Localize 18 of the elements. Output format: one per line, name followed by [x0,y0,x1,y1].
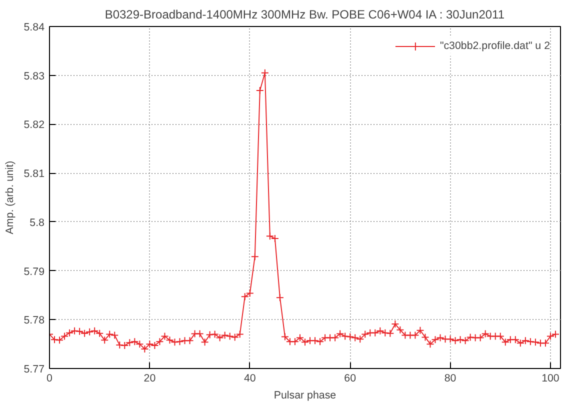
chart-title: B0329-Broadband-1400MHz 300MHz Bw. POBE C06+W04 IA : 30Jun2011 [104,8,505,22]
y-tick-label: 5.79 [24,266,45,278]
y-tick-label: 5.84 [24,22,45,34]
x-tick-label: 80 [444,372,456,384]
x-tick-label: 60 [344,372,356,384]
y-axis-title: Amp. (arb. unit) [4,160,16,234]
legend-label: "c30bb2.profile.dat" u 2 [440,40,550,52]
x-tick-label: 0 [46,372,53,384]
y-tick-label: 5.81 [24,168,45,180]
y-tick-label: 5.83 [24,70,45,82]
x-tick-label: 100 [542,372,560,384]
x-tick-label: 40 [244,372,256,384]
x-axis-title: Pulsar phase [274,390,336,402]
y-tick-label: 5.82 [24,119,45,132]
y-tick-label: 5.78 [24,314,45,327]
x-tick-label: 20 [144,372,156,384]
y-tick-label: 5.77 [24,364,45,376]
y-tick-label: 5.8 [30,216,45,229]
